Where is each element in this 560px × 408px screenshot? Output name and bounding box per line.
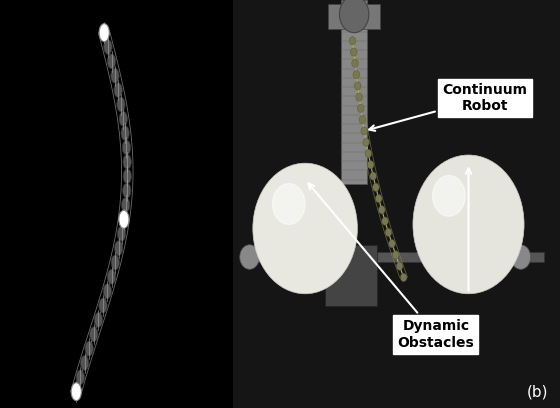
Circle shape	[511, 245, 530, 269]
Circle shape	[379, 206, 385, 214]
Circle shape	[365, 149, 372, 157]
Circle shape	[122, 140, 130, 155]
Circle shape	[100, 25, 109, 40]
Circle shape	[123, 155, 132, 169]
Bar	[250, 252, 544, 262]
Circle shape	[375, 195, 382, 203]
Circle shape	[71, 383, 81, 401]
Circle shape	[393, 251, 399, 259]
Circle shape	[351, 48, 357, 56]
Circle shape	[103, 284, 111, 299]
Circle shape	[118, 226, 125, 241]
Circle shape	[108, 54, 116, 69]
Circle shape	[111, 69, 119, 83]
Circle shape	[111, 255, 119, 270]
Circle shape	[382, 217, 388, 225]
Circle shape	[363, 138, 370, 146]
Circle shape	[361, 127, 367, 135]
Text: Marker 2: Marker 2	[146, 197, 207, 211]
Circle shape	[114, 241, 123, 255]
Text: Continuum
Robot: Continuum Robot	[369, 83, 528, 131]
Bar	[341, 0, 367, 184]
Bar	[328, 4, 380, 29]
Circle shape	[413, 155, 524, 294]
Circle shape	[349, 37, 356, 45]
Circle shape	[99, 298, 107, 313]
Circle shape	[114, 83, 122, 98]
Text: (a): (a)	[186, 381, 207, 396]
Circle shape	[123, 169, 132, 184]
Circle shape	[90, 327, 98, 341]
Circle shape	[85, 341, 94, 356]
Circle shape	[99, 24, 109, 42]
Circle shape	[123, 183, 131, 198]
Circle shape	[432, 175, 465, 216]
Circle shape	[104, 40, 112, 54]
Circle shape	[273, 184, 305, 224]
Circle shape	[81, 356, 89, 370]
Circle shape	[367, 161, 374, 169]
Circle shape	[76, 370, 85, 385]
Bar	[325, 245, 377, 306]
Text: Marker 3: Marker 3	[127, 360, 189, 374]
Circle shape	[119, 211, 129, 228]
Circle shape	[396, 262, 403, 270]
Circle shape	[121, 126, 129, 140]
Circle shape	[94, 313, 102, 327]
Circle shape	[253, 163, 357, 294]
Text: Dynamic
Obstacles: Dynamic Obstacles	[309, 184, 474, 350]
Circle shape	[353, 71, 360, 79]
Circle shape	[385, 228, 391, 237]
Circle shape	[357, 104, 364, 113]
Text: (b): (b)	[526, 385, 548, 400]
Circle shape	[240, 245, 259, 269]
Circle shape	[359, 115, 366, 124]
Circle shape	[119, 111, 128, 126]
Text: Marker 1: Marker 1	[134, 38, 196, 52]
Circle shape	[356, 93, 362, 101]
Circle shape	[339, 0, 369, 33]
Circle shape	[400, 273, 407, 282]
Circle shape	[372, 183, 379, 191]
Circle shape	[352, 59, 358, 67]
Circle shape	[389, 239, 395, 248]
Circle shape	[120, 212, 128, 227]
Circle shape	[116, 97, 125, 112]
Circle shape	[72, 384, 81, 399]
Circle shape	[370, 172, 376, 180]
Circle shape	[108, 269, 116, 284]
Circle shape	[122, 197, 130, 212]
Circle shape	[354, 82, 361, 90]
